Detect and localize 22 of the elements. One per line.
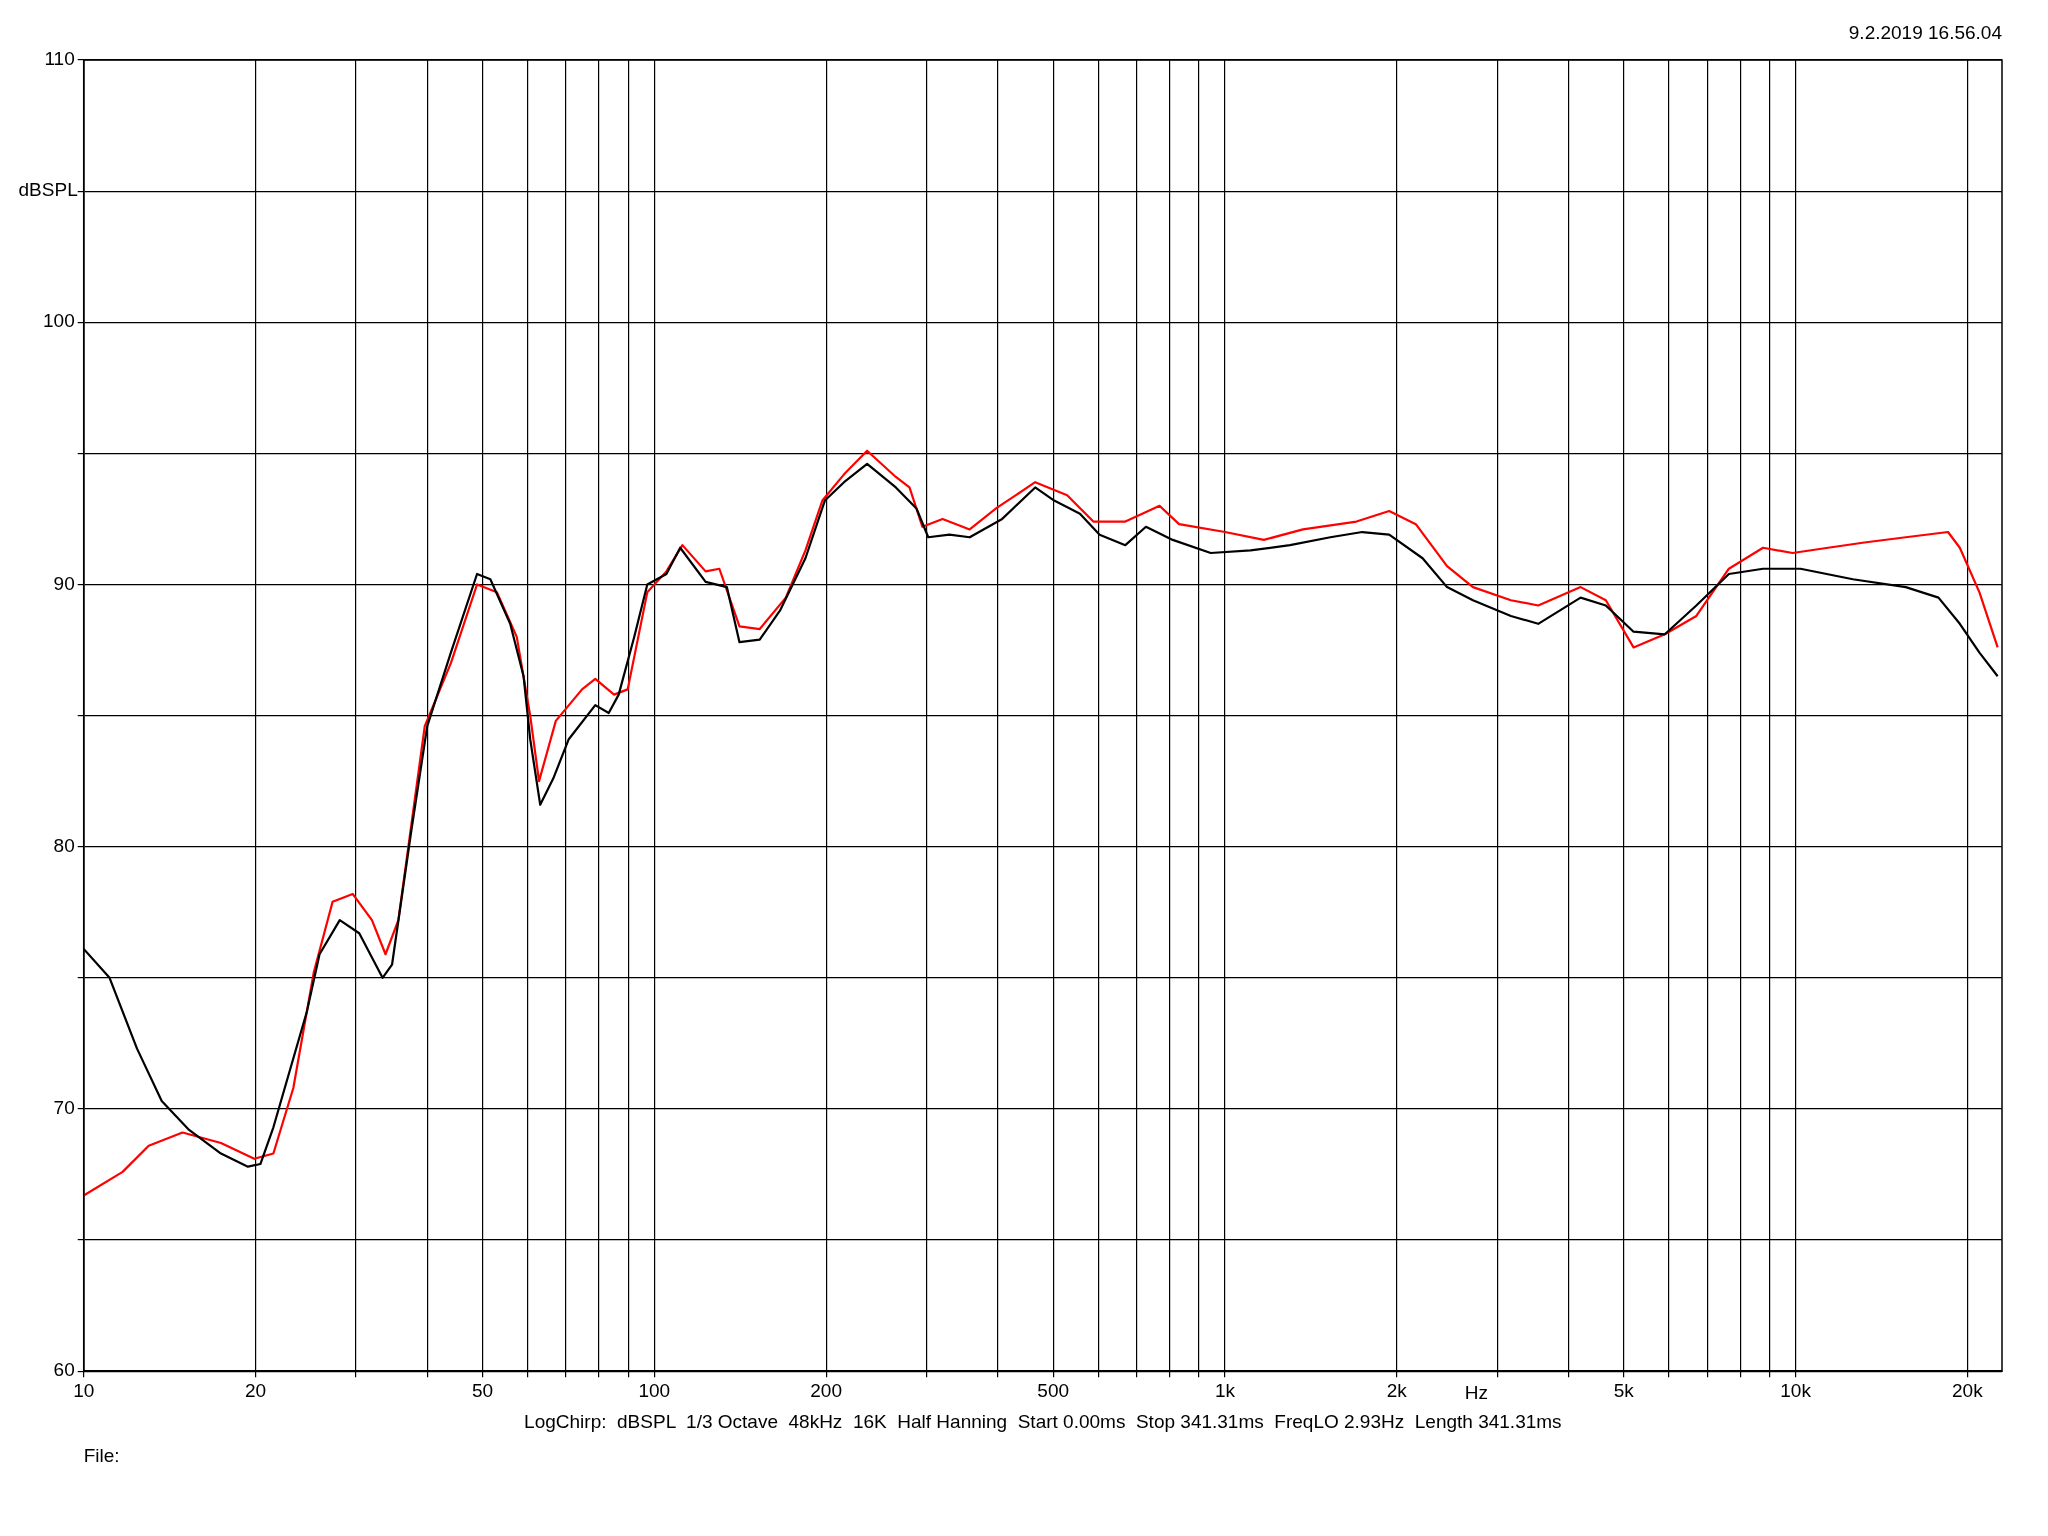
x-tick-label: 100 xyxy=(638,1379,671,1401)
x-tick-label: 20k xyxy=(1952,1379,1984,1401)
y-tick-label: 110 xyxy=(44,48,75,70)
x-tick-label: 50 xyxy=(471,1379,494,1401)
y-tick-label: 90 xyxy=(53,572,75,594)
y-tick-label: 70 xyxy=(53,1097,75,1119)
x-tick-label: 10k xyxy=(1780,1379,1812,1401)
x-axis-title: Hz xyxy=(1464,1381,1488,1403)
x-tick-label: 10 xyxy=(73,1379,95,1401)
y-tick-label: 60 xyxy=(53,1359,75,1381)
x-tick-label: 2k xyxy=(1386,1379,1408,1401)
x-tick-label: 1k xyxy=(1214,1379,1236,1401)
x-tick-label: 5k xyxy=(1613,1379,1635,1401)
x-tick-label: 20 xyxy=(244,1379,267,1401)
y-axis-title: dBSPL xyxy=(18,179,78,201)
text: LogChirp: dBSPL 1/3 Octave 48kHz 16K Half Hanning Start 0.00ms Stop 341.31ms FreqLO 2.93Hz Length 341.31ms xyxy=(524,1411,1562,1433)
y-tick-label: 80 xyxy=(53,834,75,856)
y-tick-label: 100 xyxy=(43,310,75,332)
text: File: xyxy=(83,1445,120,1467)
x-tick-label: 500 xyxy=(1037,1379,1070,1401)
x-tick-label: 200 xyxy=(810,1379,842,1401)
text: 9.2.2019 16.56.04 xyxy=(1848,22,2003,44)
